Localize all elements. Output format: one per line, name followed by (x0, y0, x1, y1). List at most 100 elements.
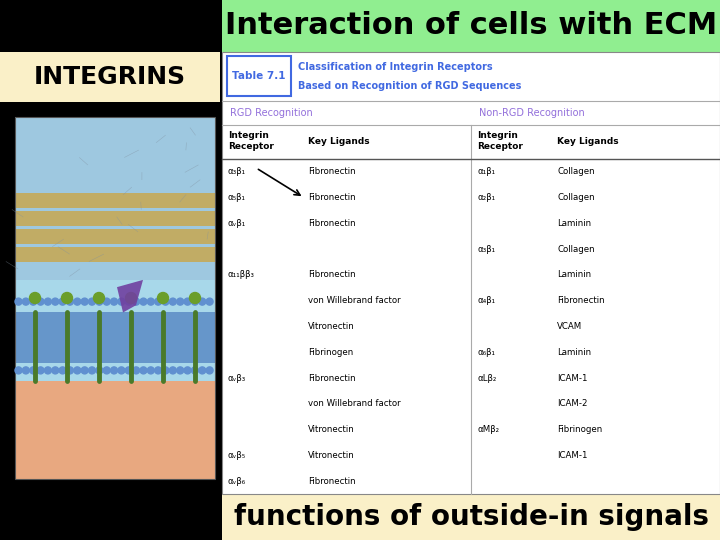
Text: α₁β₁: α₁β₁ (477, 167, 495, 177)
Bar (15, 381, 215, 479)
Circle shape (74, 298, 81, 305)
Text: Fibrinogen: Fibrinogen (308, 348, 354, 357)
Text: Integrin
Receptor: Integrin Receptor (228, 131, 274, 151)
Text: Fibrinogen: Fibrinogen (557, 425, 602, 434)
Circle shape (89, 367, 96, 374)
Bar (15, 117, 215, 280)
Circle shape (74, 367, 81, 374)
Circle shape (192, 367, 199, 374)
Circle shape (61, 293, 73, 303)
Text: von Willebrand factor: von Willebrand factor (308, 296, 400, 305)
Circle shape (162, 298, 169, 305)
Circle shape (59, 298, 66, 305)
Text: Integrin
Receptor: Integrin Receptor (477, 131, 523, 151)
Circle shape (111, 367, 117, 374)
Circle shape (96, 367, 103, 374)
Text: Fibronectin: Fibronectin (308, 193, 356, 202)
Circle shape (81, 367, 88, 374)
Text: VCAM: VCAM (557, 322, 582, 331)
Text: Vitronectin: Vitronectin (308, 322, 355, 331)
Text: Laminin: Laminin (557, 271, 591, 280)
Text: αᵥβ₃: αᵥβ₃ (228, 374, 246, 382)
Bar (15, 313, 215, 363)
Text: α₂β₁: α₂β₁ (477, 193, 495, 202)
Text: Collagen: Collagen (557, 245, 595, 254)
Bar (15, 211, 215, 226)
Circle shape (96, 298, 103, 305)
Text: α₃β₁: α₃β₁ (228, 167, 246, 177)
Text: Laminin: Laminin (557, 219, 591, 228)
Circle shape (189, 293, 200, 303)
Circle shape (81, 298, 88, 305)
Text: INTEGRINS: INTEGRINS (34, 65, 186, 89)
Text: Collagen: Collagen (557, 167, 595, 177)
Bar (15, 117, 215, 479)
Circle shape (140, 298, 147, 305)
Circle shape (111, 298, 117, 305)
Circle shape (158, 293, 168, 303)
Circle shape (206, 367, 213, 374)
Circle shape (45, 367, 51, 374)
Circle shape (162, 367, 169, 374)
Circle shape (148, 298, 154, 305)
Circle shape (15, 298, 22, 305)
Text: Classification of Integrin Receptors: Classification of Integrin Receptors (298, 62, 492, 72)
Text: ICAM-1: ICAM-1 (557, 451, 588, 460)
Circle shape (125, 367, 132, 374)
Circle shape (52, 367, 59, 374)
Circle shape (176, 367, 184, 374)
Text: Fibronectin: Fibronectin (308, 477, 356, 485)
Text: Fibronectin: Fibronectin (308, 167, 356, 177)
Text: Interaction of cells with ECM: Interaction of cells with ECM (225, 11, 717, 40)
Circle shape (125, 298, 132, 305)
Text: ICAM-2: ICAM-2 (557, 399, 588, 408)
Bar (15, 247, 215, 262)
Circle shape (118, 367, 125, 374)
Text: Vitronectin: Vitronectin (308, 425, 355, 434)
Text: α₃β₁: α₃β₁ (477, 245, 495, 254)
Text: functions of outside-in signals: functions of outside-in signals (233, 503, 708, 531)
Text: Key Ligands: Key Ligands (308, 137, 369, 145)
Text: RGD Recognition: RGD Recognition (230, 108, 312, 118)
Circle shape (169, 367, 176, 374)
Circle shape (155, 298, 162, 305)
Text: α₁₁ββ₃: α₁₁ββ₃ (228, 271, 255, 280)
Circle shape (184, 367, 191, 374)
Text: Non-RGD Recognition: Non-RGD Recognition (479, 108, 585, 118)
Circle shape (22, 298, 30, 305)
Circle shape (148, 367, 154, 374)
Text: Collagen: Collagen (557, 193, 595, 202)
Bar (15, 229, 215, 244)
Text: Fibronectin: Fibronectin (308, 219, 356, 228)
Circle shape (199, 298, 206, 305)
Circle shape (192, 298, 199, 305)
Circle shape (22, 367, 30, 374)
Bar (222, 0, 720, 52)
Text: Laminin: Laminin (557, 348, 591, 357)
Circle shape (30, 298, 37, 305)
Circle shape (37, 298, 44, 305)
FancyBboxPatch shape (227, 56, 291, 96)
Circle shape (169, 298, 176, 305)
Polygon shape (117, 280, 143, 313)
Bar (222, 494, 720, 540)
Circle shape (30, 293, 40, 303)
Text: von Willebrand factor: von Willebrand factor (308, 399, 400, 408)
Bar (0, 52, 220, 102)
Text: α₄β₁: α₄β₁ (477, 296, 495, 305)
Circle shape (118, 298, 125, 305)
Bar (222, 52, 720, 494)
Bar (15, 193, 215, 207)
Circle shape (15, 367, 22, 374)
Text: αᵥβ₆: αᵥβ₆ (228, 477, 246, 485)
Circle shape (37, 367, 44, 374)
Circle shape (103, 367, 110, 374)
Circle shape (184, 298, 191, 305)
Circle shape (66, 367, 73, 374)
Circle shape (66, 298, 73, 305)
Circle shape (52, 298, 59, 305)
Circle shape (59, 367, 66, 374)
Circle shape (30, 367, 37, 374)
Text: Table 7.1: Table 7.1 (233, 71, 286, 81)
Circle shape (140, 367, 147, 374)
